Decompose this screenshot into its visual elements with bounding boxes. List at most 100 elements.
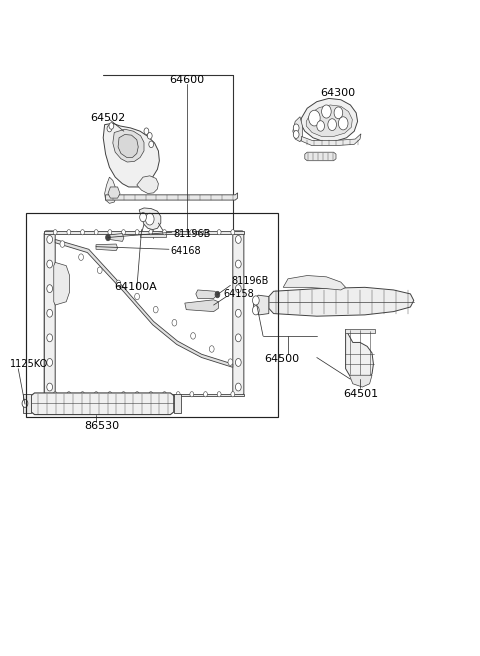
Circle shape xyxy=(235,334,241,342)
Circle shape xyxy=(121,392,125,397)
Circle shape xyxy=(47,383,53,391)
Polygon shape xyxy=(139,208,161,230)
Circle shape xyxy=(235,358,241,366)
Circle shape xyxy=(81,392,84,397)
Circle shape xyxy=(135,230,139,235)
Polygon shape xyxy=(96,244,118,251)
Circle shape xyxy=(153,306,158,313)
Circle shape xyxy=(235,260,241,268)
Polygon shape xyxy=(349,375,372,387)
Circle shape xyxy=(252,306,259,315)
Circle shape xyxy=(215,291,220,298)
Polygon shape xyxy=(23,394,31,413)
Circle shape xyxy=(328,119,336,131)
Polygon shape xyxy=(105,177,116,203)
Polygon shape xyxy=(185,300,218,312)
Polygon shape xyxy=(293,117,302,142)
Circle shape xyxy=(293,131,299,138)
Text: 81196B: 81196B xyxy=(174,229,211,239)
Polygon shape xyxy=(283,276,346,290)
Text: 64168: 64168 xyxy=(170,245,201,256)
Polygon shape xyxy=(233,231,244,396)
Polygon shape xyxy=(118,134,138,157)
Text: 1125KO: 1125KO xyxy=(10,359,48,369)
Circle shape xyxy=(47,334,53,342)
Polygon shape xyxy=(31,393,174,415)
Circle shape xyxy=(60,241,65,247)
Polygon shape xyxy=(306,105,352,136)
Polygon shape xyxy=(109,234,124,241)
Circle shape xyxy=(204,230,207,235)
Circle shape xyxy=(293,124,299,132)
Circle shape xyxy=(176,230,180,235)
Polygon shape xyxy=(269,287,414,316)
Circle shape xyxy=(172,319,177,326)
Circle shape xyxy=(235,310,241,317)
Circle shape xyxy=(53,392,57,397)
Polygon shape xyxy=(174,394,181,413)
Polygon shape xyxy=(54,262,70,305)
Circle shape xyxy=(204,392,207,397)
Polygon shape xyxy=(137,176,158,194)
Polygon shape xyxy=(346,329,373,379)
Circle shape xyxy=(163,392,167,397)
Polygon shape xyxy=(196,290,217,298)
Text: 64502: 64502 xyxy=(90,113,125,123)
Circle shape xyxy=(231,392,235,397)
Circle shape xyxy=(217,230,221,235)
Circle shape xyxy=(47,236,53,243)
Polygon shape xyxy=(301,134,361,146)
Circle shape xyxy=(235,236,241,243)
Circle shape xyxy=(135,392,139,397)
Circle shape xyxy=(94,230,98,235)
Circle shape xyxy=(191,333,195,339)
Polygon shape xyxy=(140,233,166,237)
Circle shape xyxy=(149,230,153,235)
Circle shape xyxy=(81,230,84,235)
Circle shape xyxy=(47,358,53,366)
Text: 64300: 64300 xyxy=(321,88,356,98)
Circle shape xyxy=(108,230,112,235)
Polygon shape xyxy=(55,239,233,367)
Text: 64500: 64500 xyxy=(264,354,299,365)
Text: 64600: 64600 xyxy=(169,75,205,85)
Polygon shape xyxy=(345,329,375,333)
Circle shape xyxy=(67,392,71,397)
Circle shape xyxy=(121,230,125,235)
Polygon shape xyxy=(300,98,358,142)
Circle shape xyxy=(163,230,167,235)
Circle shape xyxy=(317,121,324,131)
Circle shape xyxy=(252,296,259,305)
Text: 64501: 64501 xyxy=(343,388,378,399)
Text: 81196B: 81196B xyxy=(231,276,269,286)
Circle shape xyxy=(116,280,121,287)
Circle shape xyxy=(47,310,53,317)
Polygon shape xyxy=(44,231,244,234)
Text: 64158: 64158 xyxy=(223,289,254,299)
Polygon shape xyxy=(108,187,120,198)
Circle shape xyxy=(334,107,343,119)
Text: 86530: 86530 xyxy=(84,421,119,432)
Circle shape xyxy=(79,254,84,260)
Circle shape xyxy=(106,234,110,241)
Circle shape xyxy=(217,392,221,397)
Circle shape xyxy=(147,133,152,139)
Polygon shape xyxy=(106,193,238,200)
Bar xyxy=(26,213,278,417)
Circle shape xyxy=(94,392,98,397)
Circle shape xyxy=(235,285,241,293)
Circle shape xyxy=(176,392,180,397)
Circle shape xyxy=(144,128,149,134)
Polygon shape xyxy=(103,123,159,187)
Polygon shape xyxy=(44,394,244,396)
Circle shape xyxy=(53,230,57,235)
Circle shape xyxy=(209,346,214,352)
Circle shape xyxy=(47,260,53,268)
Circle shape xyxy=(107,125,112,132)
Text: 64100A: 64100A xyxy=(114,281,157,292)
Circle shape xyxy=(228,359,233,365)
Circle shape xyxy=(235,383,241,391)
Circle shape xyxy=(140,213,146,222)
Circle shape xyxy=(190,392,194,397)
Circle shape xyxy=(22,400,28,407)
